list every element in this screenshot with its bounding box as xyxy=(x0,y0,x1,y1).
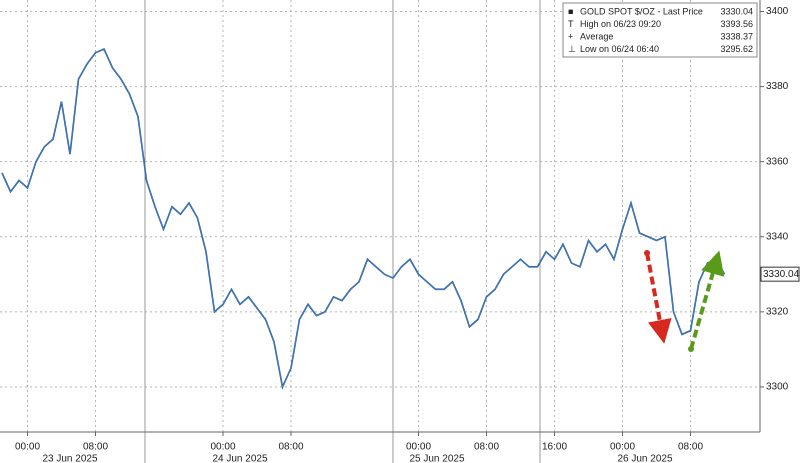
legend-symbol: + xyxy=(568,31,573,41)
legend-value: 3295.62 xyxy=(720,44,753,54)
x-tick-label: 16:00 xyxy=(542,442,567,453)
legend-label: Low on 06/24 06:40 xyxy=(580,44,659,54)
up-arrow xyxy=(689,250,725,350)
last-price-tag xyxy=(760,266,800,282)
y-tick-label: 3300 xyxy=(766,382,789,393)
y-tick-label: 3340 xyxy=(766,231,789,242)
day-label: 24 Jun 2025 xyxy=(212,454,267,463)
legend-box xyxy=(562,2,758,58)
x-tick-label: 00:00 xyxy=(210,442,235,453)
legend-value: 3338.37 xyxy=(720,31,753,41)
y-tick-label: 3320 xyxy=(766,307,789,318)
x-tick-label: 00:00 xyxy=(610,442,635,453)
legend-symbol: ⊥ xyxy=(568,44,576,54)
y-tick-label: 3380 xyxy=(766,81,789,92)
legend-label: GOLD SPOT $/OZ - Last Price xyxy=(580,6,703,16)
x-tick-label: 08:00 xyxy=(83,442,108,453)
legend-label: High on 06/23 09:20 xyxy=(580,19,661,29)
y-tick-label: 3360 xyxy=(766,156,789,167)
legend-symbol: T xyxy=(568,19,574,29)
legend-symbol: ■ xyxy=(568,6,573,16)
x-tick-label: 08:00 xyxy=(278,442,303,453)
legend: ■ GOLD SPOT $/OZ - Last Price 3330.04 T High… xyxy=(562,2,758,58)
x-tick-label: 08:00 xyxy=(474,442,499,453)
x-tick-label: 00:00 xyxy=(15,442,40,453)
legend-value: 3330.04 xyxy=(720,6,753,16)
day-label: 25 Jun 2025 xyxy=(409,454,464,463)
day-label: 23 Jun 2025 xyxy=(42,454,97,463)
price-line-highlight xyxy=(1,48,725,388)
legend-label: Average xyxy=(580,31,613,41)
last-price-label: 3330.04 xyxy=(763,269,800,280)
grid xyxy=(0,0,760,432)
legend-value: 3393.56 xyxy=(720,19,753,29)
plot xyxy=(1,48,726,390)
day-label: 26 Jun 2025 xyxy=(617,454,672,463)
x-tick-label: 08:00 xyxy=(678,442,703,453)
y-tick-label: 3400 xyxy=(766,6,789,17)
down-arrow xyxy=(645,252,672,344)
x-tick-label: 00:00 xyxy=(406,442,431,453)
